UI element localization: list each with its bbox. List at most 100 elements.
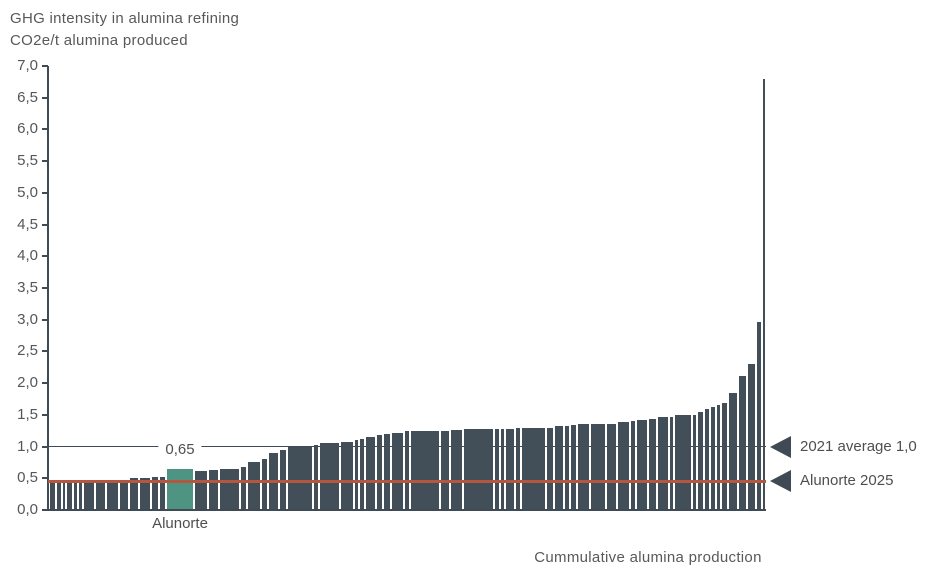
bars-row: [50, 66, 766, 510]
y-tick-mark: [42, 350, 48, 353]
refinery-bar: [341, 441, 353, 510]
refinery-bar: [669, 416, 674, 510]
y-tick-label: 6,5: [17, 88, 38, 106]
refinery-bar: [618, 422, 630, 510]
y-tick-mark: [42, 413, 48, 416]
refinery-bar: [208, 470, 219, 510]
refinery-bar: [547, 427, 553, 510]
refinery-bar: [738, 375, 747, 510]
refinery-bar: [151, 477, 159, 510]
refinery-bar: [106, 480, 118, 510]
refinery-bar: [78, 481, 82, 510]
y-tick-label: 0,5: [17, 469, 38, 487]
y-tick-label: 2,0: [17, 374, 38, 392]
x-axis-title: Cummulative alumina production: [534, 549, 762, 566]
refinery-bar: [247, 462, 261, 510]
alunorte-bar-label: Alunorte: [152, 515, 208, 532]
y-tick-mark: [42, 255, 48, 258]
refinery-bar: [571, 425, 576, 510]
alunorte-2025-label: Alunorte 2025: [800, 472, 894, 490]
alunorte-2025-arrow-icon: [770, 470, 791, 493]
refinery-bar: [360, 438, 365, 510]
y-tick-label: 3,0: [17, 310, 38, 328]
refinery-bar: [722, 403, 728, 510]
refinery-bar: [160, 477, 165, 510]
refinery-bar: [762, 78, 766, 510]
y-tick-mark: [42, 128, 48, 131]
refinery-bar: [698, 411, 704, 510]
y-tick-label: 0,0: [17, 501, 38, 518]
refinery-bar: [405, 431, 410, 510]
refinery-bar: [705, 408, 709, 510]
refinery-bar: [716, 405, 721, 510]
refinery-bar: [577, 424, 590, 510]
refinery-bar: [354, 440, 359, 510]
y-tick-mark: [42, 382, 48, 385]
y-tick-mark: [42, 318, 48, 321]
average-2021-arrow-icon: [770, 435, 791, 458]
refinery-bar: [658, 417, 668, 510]
refinery-bar: [506, 428, 514, 510]
refinery-bar: [591, 424, 605, 510]
y-tick-label: 6,0: [17, 120, 38, 138]
refinery-bar: [262, 459, 267, 510]
refinery-bar: [140, 478, 150, 510]
refinery-bar: [320, 443, 340, 510]
refinery-bar: [313, 445, 319, 510]
refinery-bar: [648, 418, 657, 510]
y-tick-mark: [42, 160, 48, 163]
chart-title-line1: GHG intensity in alumina refining: [10, 10, 240, 27]
refinery-bar: [631, 421, 636, 510]
y-tick-label: 5,5: [17, 152, 38, 170]
refinery-bar: [729, 392, 737, 510]
refinery-bar: [83, 480, 95, 510]
refinery-bar: [606, 423, 616, 510]
y-tick-label: 1,5: [17, 405, 38, 423]
refinery-bar: [637, 419, 647, 510]
refinery-bar: [441, 430, 450, 510]
refinery-bar: [130, 478, 139, 510]
y-tick-mark: [42, 223, 48, 226]
y-tick-label: 7,0: [17, 57, 38, 74]
refinery-bar: [500, 428, 505, 510]
y-tick-label: 3,5: [17, 279, 38, 296]
y-tick-mark: [42, 65, 48, 67]
refinery-bar: [50, 483, 55, 510]
refinery-bar: [384, 433, 390, 510]
refinery-bar: [411, 430, 440, 510]
y-tick-label: 2,5: [17, 342, 38, 360]
y-tick-label: 5,0: [17, 183, 38, 201]
refinery-bar: [748, 364, 755, 510]
x-axis-line: [47, 509, 766, 511]
y-tick-label: 4,5: [17, 215, 38, 233]
alunorte-bar: [166, 468, 194, 510]
refinery-bar: [287, 446, 312, 510]
y-axis-line: [47, 66, 49, 511]
refinery-bar: [564, 425, 570, 510]
y-tick-mark: [42, 191, 48, 194]
y-tick-mark: [42, 509, 48, 511]
refinery-bar: [692, 414, 697, 510]
refinery-bar: [62, 482, 66, 510]
refinery-bar: [554, 426, 563, 510]
refinery-bar: [376, 435, 383, 510]
y-tick-mark: [42, 287, 48, 289]
y-tick-mark: [42, 96, 48, 99]
alunorte-value-label: 0,65: [158, 440, 202, 459]
refinery-bar: [220, 468, 240, 510]
refinery-bar: [74, 482, 77, 510]
refinery-bar: [119, 479, 129, 510]
refinery-bar: [195, 470, 207, 510]
refinery-bar: [391, 432, 404, 510]
chart-title: GHG intensity in alumina refining CO2e/t…: [10, 8, 239, 52]
refinery-bar: [241, 466, 246, 510]
refinery-bar: [515, 428, 520, 510]
refinery-bar: [366, 437, 375, 510]
y-tick-mark: [42, 445, 48, 448]
chart-title-line2: CO2e/t alumina produced: [10, 32, 188, 49]
refinery-bar: [521, 427, 546, 510]
refinery-bar: [494, 429, 499, 510]
refinery-bar: [756, 321, 761, 510]
average-2021-label: 2021 average 1,0: [800, 437, 917, 455]
